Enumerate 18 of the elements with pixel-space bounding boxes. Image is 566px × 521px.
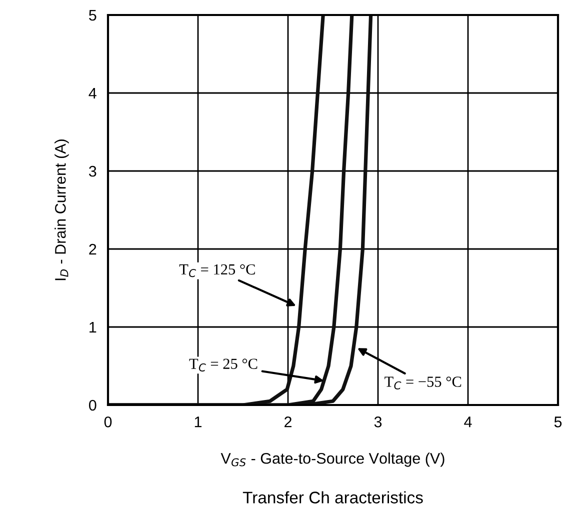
x-tick-label: 4 — [464, 416, 472, 428]
y-axis-title: I$_{D}$ - Drain Current (A) — [54, 140, 69, 280]
y-tick-label: 5 — [89, 10, 96, 21]
annotation: T$_{C}$ = 125 °C — [179, 264, 255, 278]
annotation: T$_{C}$ = 25 °C — [189, 358, 258, 372]
y-tick-label: 4 — [88, 88, 96, 99]
annotation: T$_{C}$ = −55 °C — [384, 376, 462, 390]
y-tick-label: 3 — [88, 166, 96, 177]
x-tick-label: 3 — [374, 416, 382, 428]
y-tick-label: 1 — [90, 322, 96, 333]
x-axis-title: V$_{GS}$ - Gate-to-Source Voltage (V) — [220, 452, 444, 467]
x-tick-label: 5 — [554, 416, 562, 428]
x-tick-label: 1 — [194, 416, 202, 428]
y-tick-label: 0 — [88, 400, 96, 411]
x-tick-label: 2 — [284, 416, 292, 428]
x-tick-label: 0 — [104, 416, 112, 428]
y-tick-label: 2 — [89, 244, 96, 255]
text: Transfer Ch aracteristics — [242, 491, 423, 504]
